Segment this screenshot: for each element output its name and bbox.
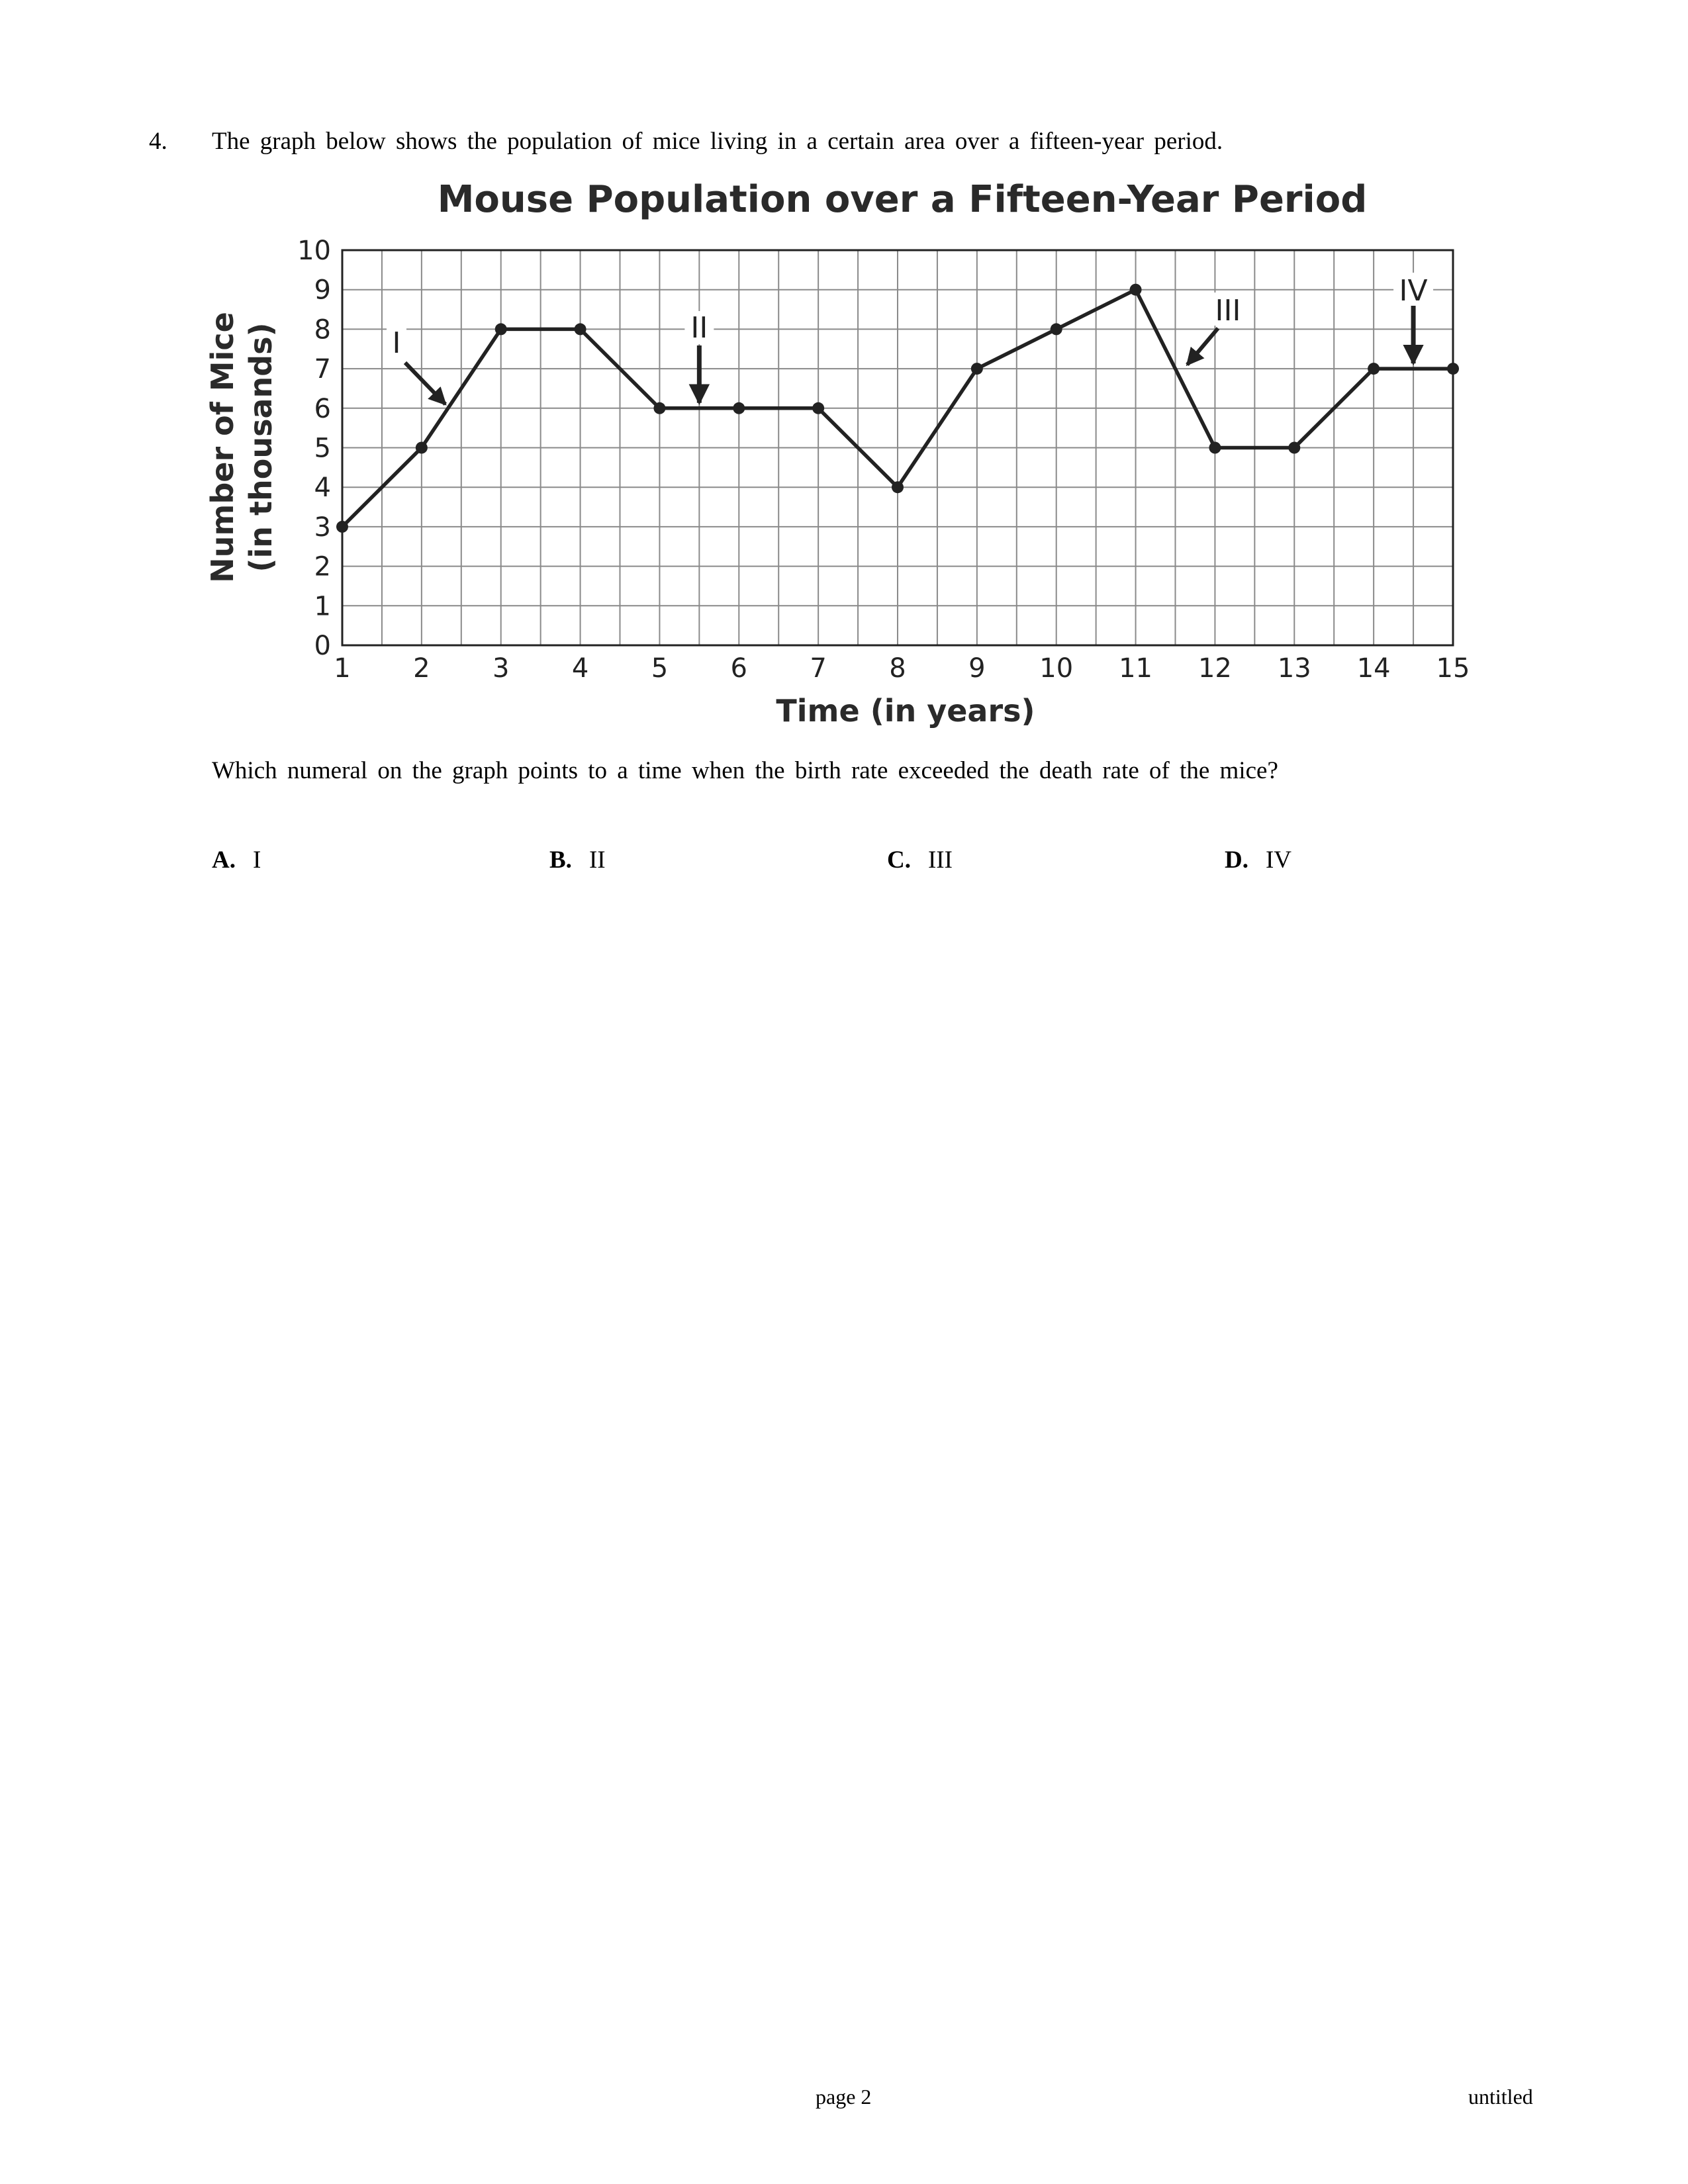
x-tick-label: 14 <box>1357 653 1391 684</box>
x-tick-label: 4 <box>572 653 588 684</box>
data-point <box>494 323 507 336</box>
choice-d-text: IV <box>1265 846 1292 874</box>
data-point <box>1368 363 1380 375</box>
x-tick-label: 8 <box>889 653 906 684</box>
data-point <box>970 363 983 375</box>
chart-title: Mouse Population over a Fifteen-Year Per… <box>438 178 1368 221</box>
annotation-label-i: I <box>393 326 401 360</box>
x-tick-label: 13 <box>1278 653 1311 684</box>
y-tick-label: 6 <box>314 394 331 424</box>
question-number: 4. <box>149 128 167 155</box>
footer-document-name: untitled <box>1468 2085 1533 2109</box>
choice-a[interactable]: A. I <box>212 846 261 874</box>
question-prompt: Which numeral on the graph points to a t… <box>212 757 1278 784</box>
choice-c-letter: C. <box>887 846 911 874</box>
data-point <box>1288 441 1301 454</box>
plot-frame <box>341 249 1454 647</box>
y-tick-label: 3 <box>314 512 331 543</box>
data-point <box>574 323 586 336</box>
mouse-population-chart: Mouse Population over a Fifteen-Year Per… <box>205 178 1470 729</box>
data-point <box>653 402 666 414</box>
data-point <box>415 441 428 454</box>
y-tick-label: 1 <box>314 591 331 621</box>
x-tick-label: 10 <box>1039 653 1073 684</box>
annotation-label-bg <box>387 324 406 357</box>
y-tick-label: 4 <box>314 473 331 503</box>
choice-c-text: III <box>927 846 953 874</box>
x-tick-label: 2 <box>413 653 430 684</box>
choice-d-letter: D. <box>1225 846 1248 874</box>
annotation-label-bg <box>1209 293 1247 326</box>
y-tick-label: 10 <box>297 236 331 266</box>
y-tick-label: 2 <box>314 552 331 582</box>
x-tick-label: 6 <box>731 653 747 684</box>
annotation-arrow-iii <box>1186 327 1220 367</box>
x-tick-label: 7 <box>810 653 826 684</box>
x-tick-label: 1 <box>334 653 350 684</box>
choice-b-text: II <box>588 846 606 874</box>
data-point <box>1447 363 1459 375</box>
y-axis-label: Number of Mice <box>205 312 240 583</box>
x-axis-label: Time (in years) <box>776 693 1035 729</box>
y-tick-label: 8 <box>314 314 331 345</box>
choice-a-letter: A. <box>212 846 236 874</box>
data-point <box>336 520 348 533</box>
annotation-arrow-i <box>403 361 447 406</box>
y-axis-label-units: (in thousands) <box>243 322 279 572</box>
data-point <box>1050 323 1062 336</box>
y-tick-label: 5 <box>314 433 331 464</box>
x-tick-label: 3 <box>492 653 509 684</box>
y-tick-label: 9 <box>314 275 331 306</box>
annotation-label-iv: IV <box>1399 274 1428 308</box>
choice-d[interactable]: D. IV <box>1225 846 1291 874</box>
footer-page-number: page 2 <box>816 2085 872 2109</box>
choice-b[interactable]: B. II <box>549 846 606 874</box>
data-point <box>1209 441 1221 454</box>
y-tick-label: 7 <box>314 354 331 385</box>
data-point <box>892 481 904 494</box>
annotation-label-bg <box>1393 273 1434 306</box>
data-point <box>812 402 825 414</box>
data-point <box>1129 283 1142 296</box>
y-tick-label: 0 <box>314 631 331 661</box>
x-tick-label: 9 <box>968 653 985 684</box>
data-point <box>733 402 745 414</box>
question-stem: The graph below shows the population of … <box>212 128 1223 155</box>
annotation-label-iii: III <box>1215 294 1241 328</box>
choice-b-letter: B. <box>549 846 572 874</box>
annotation-label-ii: II <box>690 311 708 345</box>
x-tick-label: 11 <box>1119 653 1152 684</box>
choice-c[interactable]: C. III <box>887 846 953 874</box>
choice-a-text: I <box>252 846 261 874</box>
x-tick-label: 5 <box>651 653 668 684</box>
annotation-label-bg <box>684 311 714 344</box>
x-tick-label: 15 <box>1436 653 1470 684</box>
x-tick-label: 12 <box>1198 653 1232 684</box>
